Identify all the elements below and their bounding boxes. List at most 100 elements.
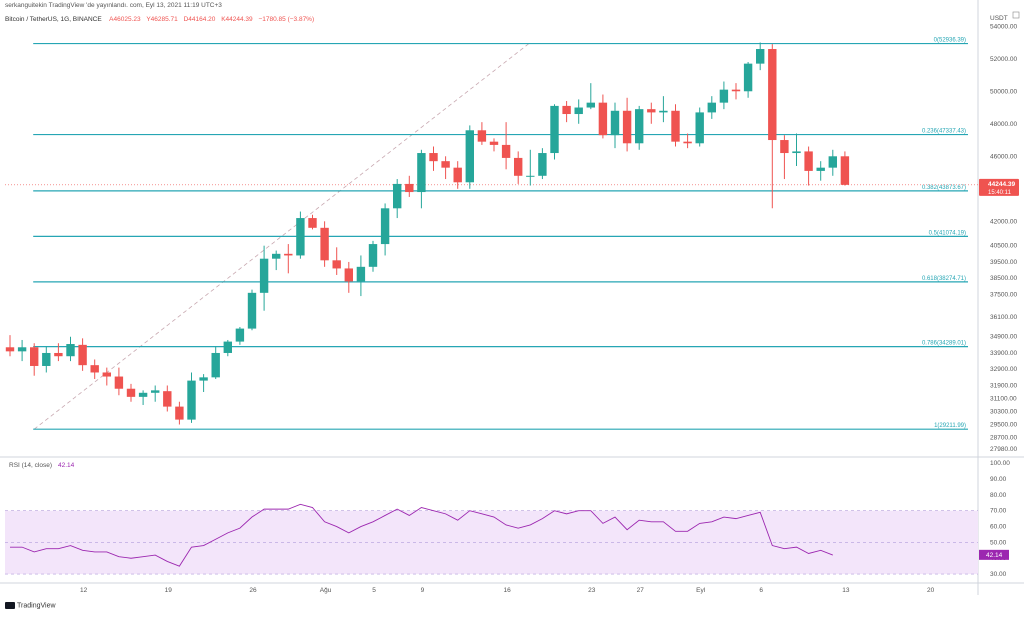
- time-tick-label: 23: [588, 587, 596, 594]
- time-tick-label: 20: [927, 587, 935, 594]
- footer-brand: TradingView: [17, 602, 56, 610]
- candle: [816, 161, 825, 181]
- candle: [272, 250, 281, 271]
- candle-body: [211, 352, 220, 378]
- candle-body: [622, 110, 632, 144]
- candle: [586, 83, 595, 110]
- candle-body: [526, 175, 535, 177]
- candle-body: [126, 388, 136, 397]
- price-tick-label: 37500.00: [990, 291, 1017, 298]
- rsi-line: [10, 503, 833, 567]
- price-tick-label: 50000.00: [990, 88, 1017, 95]
- candle-body: [368, 244, 378, 267]
- candle-body: [308, 218, 317, 228]
- ohlc-change: −1780.85 (−3.87%): [258, 16, 315, 23]
- candle-body: [707, 102, 716, 113]
- candle-body: [743, 63, 753, 92]
- time-tick-label: 27: [637, 587, 645, 594]
- rsi-legend: RSI (14, close) 42.14: [9, 462, 74, 469]
- candle: [756, 42, 765, 71]
- candle-body: [489, 141, 499, 145]
- candle-body: [259, 258, 269, 293]
- candle: [114, 367, 124, 396]
- candle: [719, 81, 729, 110]
- candle: [42, 346, 51, 373]
- candle-body: [562, 105, 571, 115]
- candle-body: [695, 112, 704, 144]
- candle: [393, 179, 402, 219]
- candle-body: [840, 156, 850, 185]
- time-tick-label: 13: [842, 587, 850, 594]
- candle: [320, 221, 329, 267]
- price-tick-label: 31100.00: [990, 395, 1017, 402]
- candle: [743, 62, 753, 98]
- time-tick-label: 12: [80, 587, 88, 594]
- fib-level-label: 0.786(34289.01): [922, 341, 966, 347]
- candle-body: [138, 392, 148, 397]
- ohlc-low: D44164.20: [183, 16, 216, 23]
- candle-body: [114, 376, 124, 389]
- price-tick-label: 52000.00: [990, 56, 1017, 63]
- candle-body: [247, 292, 257, 329]
- candle: [441, 156, 450, 180]
- candle: [622, 97, 632, 152]
- countdown-text: 15:40:11: [988, 190, 1012, 196]
- time-tick-label: 5: [372, 587, 376, 594]
- candle-body: [731, 89, 741, 92]
- candle: [453, 161, 462, 189]
- ohlc-close: K44244.39: [221, 16, 253, 23]
- time-tick-label: 6: [759, 587, 763, 594]
- rsi-tick-label: 30.00: [990, 571, 1007, 578]
- price-tick-label: 42000.00: [990, 218, 1017, 225]
- candle-body: [768, 49, 777, 141]
- rsi-tick-label: 60.00: [990, 524, 1007, 531]
- candle: [90, 359, 99, 379]
- candle-body: [828, 156, 837, 168]
- candle-body: [719, 89, 729, 103]
- candle: [30, 343, 39, 376]
- candle-body: [659, 110, 668, 113]
- candle-body: [816, 167, 825, 171]
- ohlc-high: Y46285.71: [146, 16, 178, 23]
- candle-body: [465, 130, 474, 183]
- candle: [151, 385, 160, 402]
- candle: [5, 335, 15, 357]
- rsi-value-tag-text: 42.14: [986, 552, 1003, 559]
- price-tick-label: 28700.00: [990, 434, 1017, 441]
- candle: [308, 214, 317, 230]
- tradingview-logo-icon: [5, 602, 15, 609]
- price-tick-label: 32900.00: [990, 366, 1017, 373]
- candle-body: [792, 151, 801, 154]
- price-tick-label: 31900.00: [990, 382, 1017, 389]
- candle-body: [610, 110, 620, 136]
- candle: [332, 247, 341, 275]
- candle: [574, 99, 583, 124]
- tradingview-footer[interactable]: TradingView: [5, 602, 56, 609]
- candle: [163, 385, 172, 412]
- candle: [175, 401, 184, 425]
- candle: [659, 96, 668, 123]
- candle-body: [586, 102, 595, 108]
- candle: [840, 151, 850, 186]
- candle: [235, 326, 245, 345]
- candle: [368, 240, 378, 272]
- candle-body: [671, 110, 680, 142]
- fib-level-label: 0.618(38274.71): [922, 276, 966, 282]
- candle-body: [477, 130, 487, 142]
- candle-body: [356, 266, 366, 282]
- rsi-tick-label: 90.00: [990, 476, 1007, 483]
- candle: [356, 255, 366, 297]
- fib-level-label: 0(52936.39): [934, 38, 966, 44]
- candle: [828, 149, 837, 176]
- candle: [126, 383, 136, 402]
- candle: [477, 122, 487, 145]
- candle: [792, 133, 801, 167]
- candle: [707, 96, 716, 119]
- candle-body: [90, 365, 99, 373]
- candle-body: [320, 227, 329, 261]
- candle-body: [163, 391, 172, 407]
- candle: [610, 102, 620, 149]
- current-price-tag: [979, 178, 1019, 196]
